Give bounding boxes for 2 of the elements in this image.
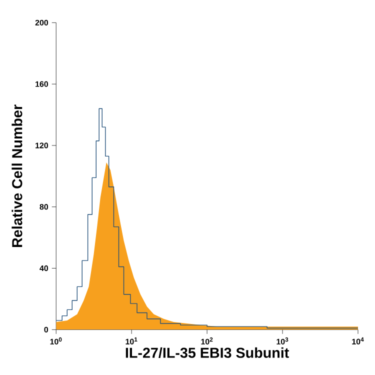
y-axis-title: Relative Cell Number — [12, 104, 22, 247]
x-axis-title: IL-27/IL-35 EBI3 Subunit — [126, 347, 289, 358]
